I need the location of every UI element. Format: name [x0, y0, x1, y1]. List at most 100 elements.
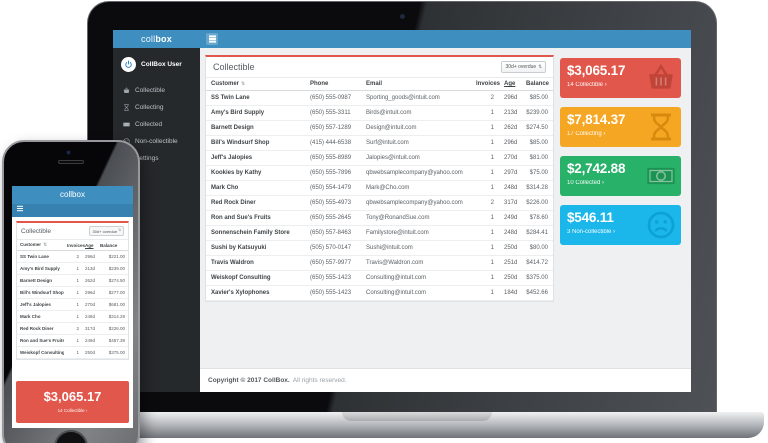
- cell-phone: (650) 557-1289: [305, 120, 361, 136]
- cell-invoices: 2: [64, 322, 82, 335]
- table-row[interactable]: Jeff's Jalopies (650) 555-8989 Jalopies@in…: [206, 150, 553, 166]
- summary-card-non-collectible[interactable]: $546.11 3 Non-collectible ›: [560, 205, 681, 245]
- cell-phone: (650) 555-1423: [305, 285, 361, 301]
- hamburger-icon[interactable]: [17, 207, 23, 209]
- cell-balance: $457.39: [97, 334, 128, 347]
- cell-invoices: 1: [64, 346, 82, 359]
- table-header-row: Customer ⇅ Invoices Age Balance: [17, 239, 128, 251]
- column-header-age[interactable]: Age: [82, 239, 97, 251]
- cell-invoices: 2: [471, 90, 499, 106]
- cell-email: Sporting_goods@intuit.com: [361, 90, 471, 106]
- cell-invoices: 1: [471, 135, 499, 151]
- column-header-balance[interactable]: Balance: [521, 77, 553, 91]
- table-row[interactable]: Mark Cho (650) 554-1479 Mark@Cho.com 1 248d $…: [206, 180, 553, 196]
- summary-card-collectible[interactable]: $3,065.17 14 Collectible ›: [16, 381, 129, 423]
- cell-customer: Bill's Windsurf Shop: [17, 286, 64, 299]
- table-row[interactable]: Jeff's Jalopies 1 270d $681.00: [17, 298, 128, 311]
- table-row[interactable]: Red Rock Diner 2 317d $226.00: [17, 322, 128, 335]
- sidebar-item-collecting[interactable]: Collecting: [113, 99, 200, 116]
- cell-balance: $452.66: [521, 285, 553, 301]
- summary-card-collectible[interactable]: $3,065.17 14 Collectible ›: [560, 58, 681, 98]
- user-profile[interactable]: CollBox User: [113, 48, 200, 82]
- table-row[interactable]: Ron and Sue's Fruits 1 249d $457.39: [17, 334, 128, 347]
- avatar: [121, 57, 136, 72]
- column-header-label: Age: [504, 81, 516, 87]
- table-row[interactable]: Red Rock Diner (650) 555-4973 qbwebsamplec…: [206, 195, 553, 211]
- column-header-email[interactable]: Email: [361, 77, 471, 91]
- summary-card-collected[interactable]: $2,742.88 10 Collected ›: [560, 156, 681, 196]
- column-header-customer[interactable]: Customer ⇅: [17, 239, 64, 251]
- cell-email: Birds@intuit.com: [361, 105, 471, 121]
- cell-invoices: 1: [471, 105, 499, 121]
- cell-customer: Amy's Bird Supply: [206, 105, 305, 121]
- table-row[interactable]: Bill's Windsurf Shop (415) 444-6538 Surf@i…: [206, 135, 553, 151]
- card-amount: $546.11: [567, 210, 614, 225]
- table-row[interactable]: Amy's Bird Supply (650) 555-3311 Birds@int…: [206, 105, 553, 121]
- card-amount: $7,814.37: [567, 112, 626, 127]
- table-row[interactable]: Mark Cho 1 248d $314.28: [17, 310, 128, 323]
- sidebar-item-non-collectible[interactable]: Non-collectible: [113, 133, 200, 150]
- sidebar-item-label: Collectible: [135, 87, 165, 94]
- table-row[interactable]: Xavier's Xylophones (650) 555-1423 Consult…: [206, 285, 553, 301]
- table-row[interactable]: Weiskopf Consulting 1 250d $375.00: [17, 346, 128, 359]
- cell-invoices: 1: [471, 165, 499, 181]
- column-header-label: Customer: [20, 242, 42, 247]
- column-header-invoices[interactable]: Invoices: [64, 239, 85, 251]
- cell-phone: (650) 554-1479: [305, 180, 361, 196]
- overdue-filter-select[interactable]: 30d+ overdue ⇅: [89, 226, 124, 236]
- phone-screen: collbox Collectible 30d+ overdue ⇅ Custo…: [12, 186, 133, 428]
- card-amount: $2,742.88: [567, 161, 626, 176]
- cell-invoices: 1: [471, 255, 499, 271]
- sidebar-item-settings[interactable]: Settings: [113, 150, 200, 167]
- cell-customer: SS Twin Lane: [206, 90, 305, 106]
- cell-balance: $314.28: [97, 310, 128, 323]
- table-row[interactable]: Sushi by Katsuyuki (505) 570-0147 Sushi@in…: [206, 240, 553, 256]
- cell-email: qbwebsamplecompany@yahoo.com: [361, 165, 471, 181]
- overdue-filter-select[interactable]: 30d+ overdue ⇅: [501, 61, 546, 73]
- table-row[interactable]: Bill's Windsurf Shop 1 296d $277.00: [17, 286, 128, 299]
- summary-card-collecting[interactable]: $7,814.37 17 Collecting ›: [560, 107, 681, 147]
- sort-icon: ⇅: [241, 81, 246, 87]
- cell-invoices: 2: [471, 195, 499, 211]
- table-row[interactable]: Weiskopf Consulting (650) 555-1423 Consult…: [206, 270, 553, 286]
- cell-customer: Sushi by Katsuyuki: [206, 240, 305, 256]
- cell-email: Mark@Cho.com: [361, 180, 471, 196]
- cell-age: 184d: [499, 285, 521, 301]
- cell-invoices: 1: [471, 225, 499, 241]
- table-row[interactable]: Sonnenschein Family Store (650) 557-8463 F…: [206, 225, 553, 241]
- table-row[interactable]: Ron and Sue's Fruits (650) 555-2645 Tony@R…: [206, 210, 553, 226]
- column-header-customer[interactable]: Customer ⇅: [206, 77, 305, 91]
- table-row[interactable]: SS Twin Lane 2 296d $221.00: [17, 250, 128, 263]
- column-header-invoices[interactable]: Invoices: [471, 77, 500, 91]
- cell-age: 249d: [82, 334, 97, 347]
- cell-customer: Amy's Bird Supply: [17, 262, 64, 275]
- logo-light: coll: [60, 190, 73, 199]
- column-header-balance[interactable]: Balance: [97, 239, 128, 251]
- select-arrows-icon: ⇅: [118, 228, 121, 233]
- column-header-phone[interactable]: Phone: [305, 77, 361, 91]
- card-amount: $3,065.17: [567, 63, 626, 78]
- banknote-icon: [123, 121, 130, 128]
- cell-age: 213d: [82, 262, 97, 275]
- column-header-label: Balance: [100, 242, 118, 248]
- cell-customer: Weiskopf Consulting: [17, 346, 64, 359]
- column-header-age[interactable]: Age: [499, 77, 521, 91]
- table-row[interactable]: Barnett Design (650) 557-1289 Design@intui…: [206, 120, 553, 136]
- cell-email: qbwebsamplecompany@yahoo.com: [361, 195, 471, 211]
- sidebar-item-collectible[interactable]: Collectible: [113, 82, 200, 99]
- table-row[interactable]: Travis Waldron (650) 557-9977 Travis@Waldr…: [206, 255, 553, 271]
- phone-collectible-panel: Collectible 30d+ overdue ⇅ Customer ⇅ Invo…: [16, 221, 129, 360]
- hamburger-icon[interactable]: [206, 33, 218, 45]
- cell-email: Design@intuit.com: [361, 120, 471, 136]
- table-row[interactable]: Amy's Bird Supply 1 213d $239.00: [17, 262, 128, 275]
- cell-balance: $277.00: [97, 286, 128, 299]
- sidebar-item-collected[interactable]: Collected: [113, 116, 200, 133]
- home-button[interactable]: [54, 430, 88, 443]
- cell-balance: $681.00: [97, 298, 128, 311]
- phone-topbar: collbox: [12, 186, 133, 204]
- card-amount: $3,065.17: [43, 389, 102, 404]
- table-row[interactable]: Kookies by Kathy (650) 555-7896 qbwebsampl…: [206, 165, 553, 181]
- basket-icon: [123, 87, 130, 94]
- table-row[interactable]: Barnett Design 1 262d $274.50: [17, 274, 128, 287]
- table-row[interactable]: SS Twin Lane (650) 555-0987 Sporting_goods…: [206, 90, 553, 106]
